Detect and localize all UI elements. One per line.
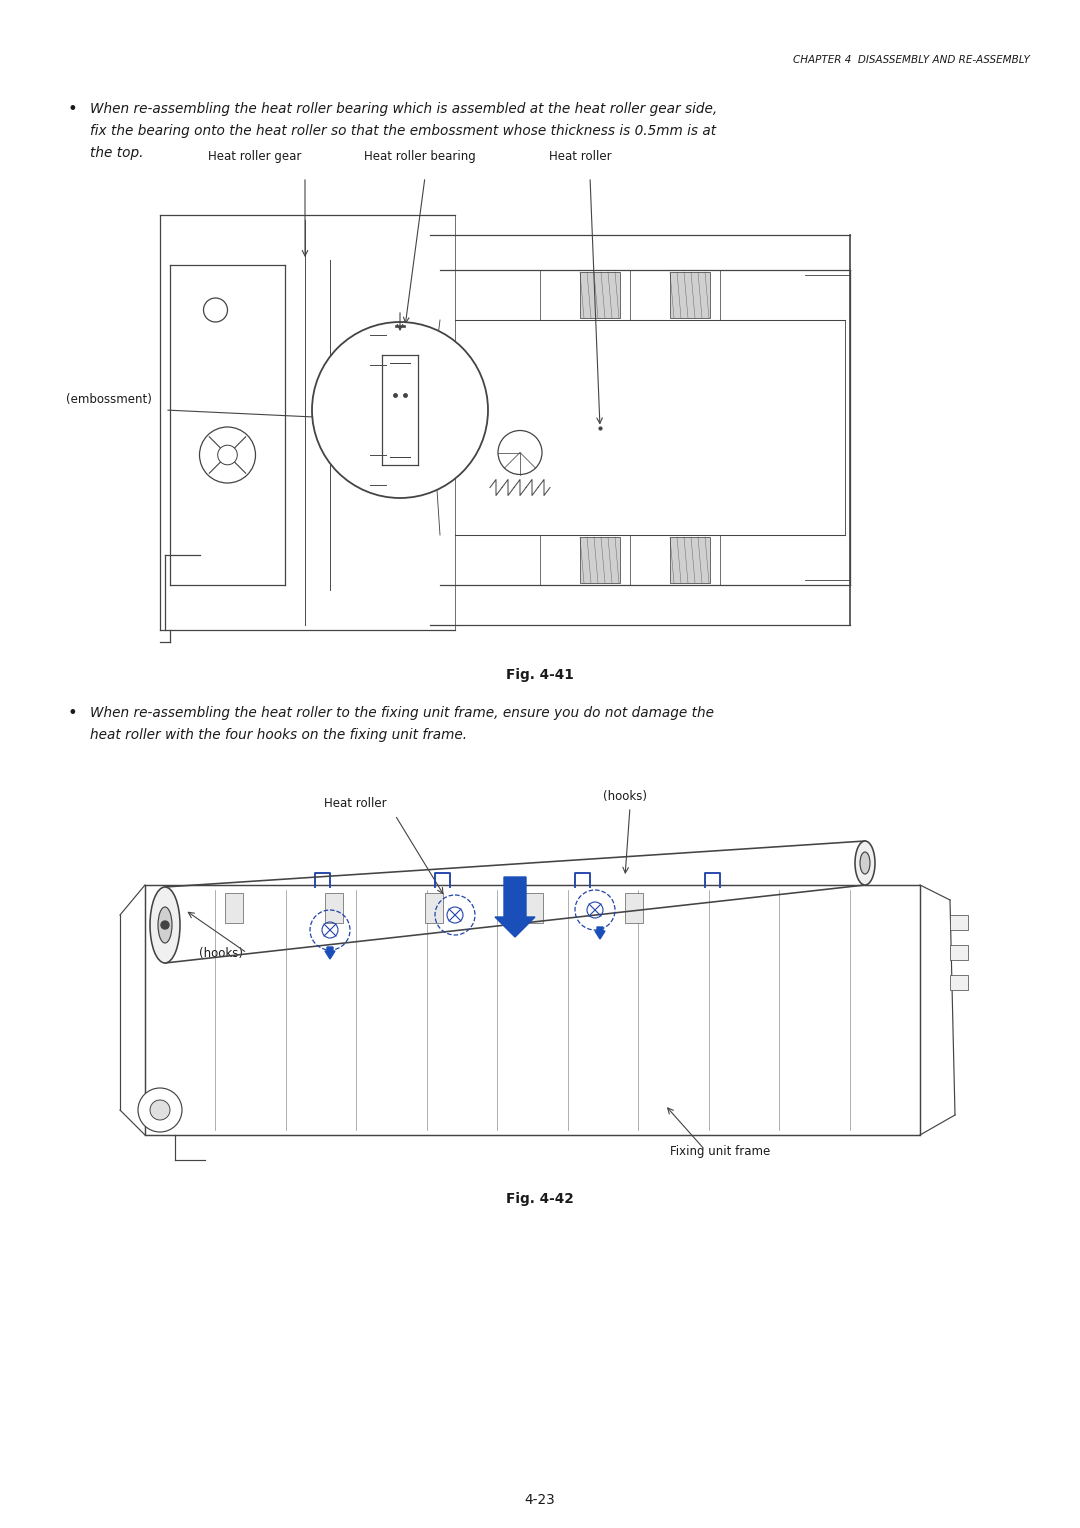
Circle shape [218,445,238,465]
Bar [325,892,343,923]
Text: Heat roller: Heat roller [324,798,387,810]
Circle shape [150,1100,170,1120]
Bar [145,885,920,1135]
Circle shape [312,322,488,498]
Text: fix the bearing onto the heat roller so that the embossment whose thickness is 0: fix the bearing onto the heat roller so … [90,124,716,138]
Text: When re-assembling the heat roller bearing which is assembled at the heat roller: When re-assembling the heat roller beari… [90,102,717,116]
Bar [525,892,543,923]
Bar [950,944,968,960]
FancyArrow shape [495,877,535,937]
Text: 4-23: 4-23 [525,1493,555,1507]
Bar [225,892,243,923]
Text: Heat roller bearing: Heat roller bearing [364,150,476,163]
Ellipse shape [150,886,180,963]
Bar [950,915,968,931]
Bar [625,892,643,923]
Ellipse shape [158,908,172,943]
Ellipse shape [855,840,875,885]
Bar [670,536,710,584]
Circle shape [203,298,228,322]
Text: (embossment): (embossment) [66,394,152,406]
Ellipse shape [860,853,870,874]
Circle shape [161,921,168,929]
Text: the top.: the top. [90,147,144,160]
Bar [950,975,968,990]
Text: Heat roller gear: Heat roller gear [208,150,301,163]
Text: (hooks): (hooks) [603,790,647,804]
Text: CHAPTER 4  DISASSEMBLY AND RE-ASSEMBLY: CHAPTER 4 DISASSEMBLY AND RE-ASSEMBLY [793,55,1030,66]
Text: When re-assembling the heat roller to the fixing unit frame, ensure you do not d: When re-assembling the heat roller to th… [90,706,714,720]
Text: Fig. 4-42: Fig. 4-42 [507,1192,573,1206]
Bar [580,272,620,318]
Text: •: • [68,102,78,118]
Bar [426,892,443,923]
Text: •: • [68,706,78,721]
Text: Fig. 4-41: Fig. 4-41 [507,668,573,681]
FancyArrow shape [595,927,605,940]
Circle shape [200,426,256,483]
Circle shape [138,1088,183,1132]
Text: (hooks): (hooks) [199,946,243,960]
Bar [580,536,620,584]
FancyArrow shape [325,947,335,960]
Text: Heat roller: Heat roller [549,150,611,163]
Text: heat roller with the four hooks on the fixing unit frame.: heat roller with the four hooks on the f… [90,727,468,743]
Circle shape [498,431,542,475]
Text: Fixing unit frame: Fixing unit frame [670,1144,770,1158]
Bar [670,272,710,318]
